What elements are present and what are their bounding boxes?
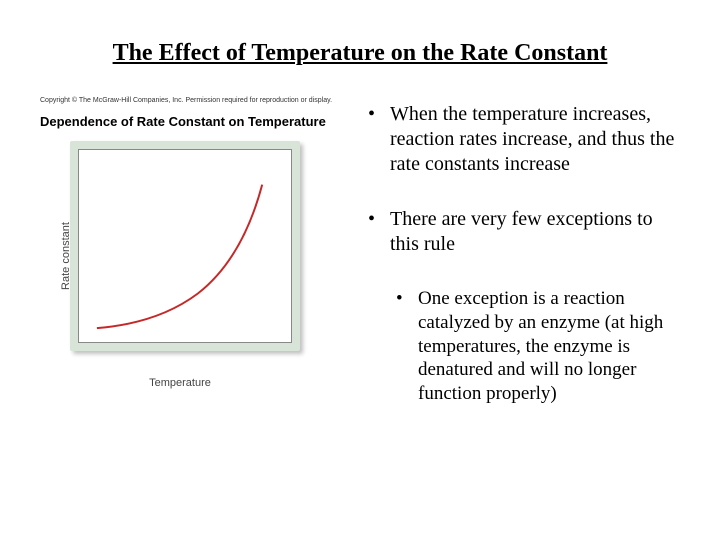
bullet-item: • When the temperature increases, reacti… (360, 102, 680, 177)
bullet-text: There are very few exceptions to this ru… (390, 207, 680, 257)
graph-container: Rate constant Temperature (40, 141, 320, 371)
page-title: The Effect of Temperature on the Rate Co… (40, 40, 680, 67)
bullets-column: • When the temperature increases, reacti… (360, 97, 680, 406)
content-row: Copyright © The McGraw-Hill Companies, I… (40, 97, 680, 406)
bullet-marker: • (396, 287, 418, 406)
graph-title: Dependence of Rate Constant on Temperatu… (40, 114, 340, 129)
copyright-text: Copyright © The McGraw-Hill Companies, I… (40, 97, 340, 104)
rate-curve (97, 185, 262, 329)
plot-outer-frame (70, 141, 300, 351)
bullet-text: When the temperature increases, reaction… (390, 102, 680, 177)
bullet-sub-item: • One exception is a reaction catalyzed … (360, 287, 680, 406)
curve-svg (79, 150, 291, 342)
x-axis-label: Temperature (149, 377, 211, 389)
slide: The Effect of Temperature on the Rate Co… (0, 0, 720, 540)
bullet-item: • There are very few exceptions to this … (360, 207, 680, 257)
bullet-marker: • (368, 207, 390, 257)
bullet-text: One exception is a reaction catalyzed by… (418, 287, 680, 406)
figure-column: Copyright © The McGraw-Hill Companies, I… (40, 97, 340, 406)
bullet-marker: • (368, 102, 390, 177)
plot-area (78, 149, 292, 343)
